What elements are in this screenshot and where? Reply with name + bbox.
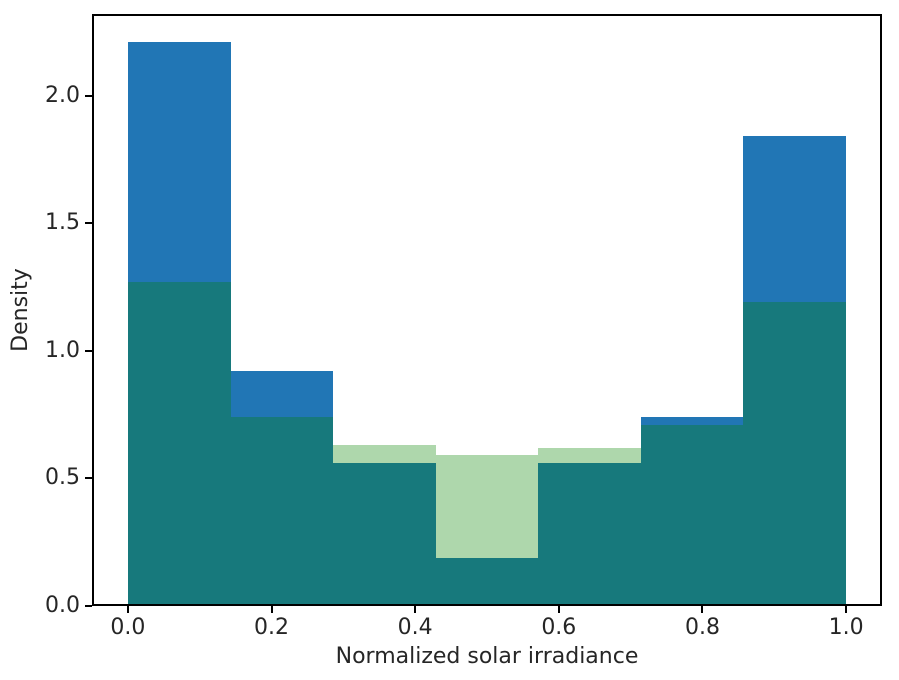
plot-area (92, 14, 882, 606)
x-tick-label: 1.0 (828, 615, 864, 640)
y-tick-label: 0.0 (45, 593, 80, 618)
y-tick-mark (85, 94, 92, 97)
x-tick-label: 0.2 (254, 615, 290, 640)
histogram-bar-green-segment (436, 455, 538, 558)
histogram-bar-overlap-segment (743, 302, 847, 606)
x-tick-label: 0.8 (684, 615, 720, 640)
histogram-bar-overlap-segment (333, 463, 436, 606)
x-tick-mark (845, 606, 848, 613)
histogram-bar-blue-segment (230, 371, 334, 418)
x-tick-label: 0.4 (397, 615, 433, 640)
x-tick-mark (414, 606, 417, 613)
y-tick-label: 2.0 (45, 82, 80, 108)
x-tick-mark (270, 606, 273, 613)
histogram-bar-green-segment (333, 445, 436, 464)
histogram-bar-blue-segment (640, 417, 744, 425)
histogram-bar-overlap-segment (230, 417, 334, 606)
histogram-bar-overlap-segment (640, 424, 744, 606)
histogram-bar-overlap-segment (436, 557, 538, 606)
histogram-bar-blue-segment (743, 136, 847, 303)
x-axis-label: Normalized solar irradiance (335, 644, 639, 669)
y-tick-label: 1.5 (45, 210, 80, 236)
y-tick-label: 1.0 (45, 337, 80, 363)
x-tick-label: 0.0 (110, 615, 146, 640)
histogram-bar-blue-segment (127, 42, 231, 282)
y-tick-mark (85, 222, 92, 225)
histogram-bar-overlap-segment (537, 463, 641, 606)
x-tick-mark (126, 606, 129, 613)
y-tick-label: 0.5 (45, 465, 80, 491)
histogram-bar-overlap-segment (127, 281, 231, 606)
x-tick-mark (557, 606, 560, 613)
histogram-bar-green-segment (537, 447, 641, 464)
y-tick-mark (85, 349, 92, 352)
x-tick-label: 0.6 (541, 615, 577, 640)
y-axis-label: Density (8, 268, 33, 352)
x-tick-mark (701, 606, 704, 613)
y-tick-mark (85, 605, 92, 607)
y-tick-mark (85, 477, 92, 480)
